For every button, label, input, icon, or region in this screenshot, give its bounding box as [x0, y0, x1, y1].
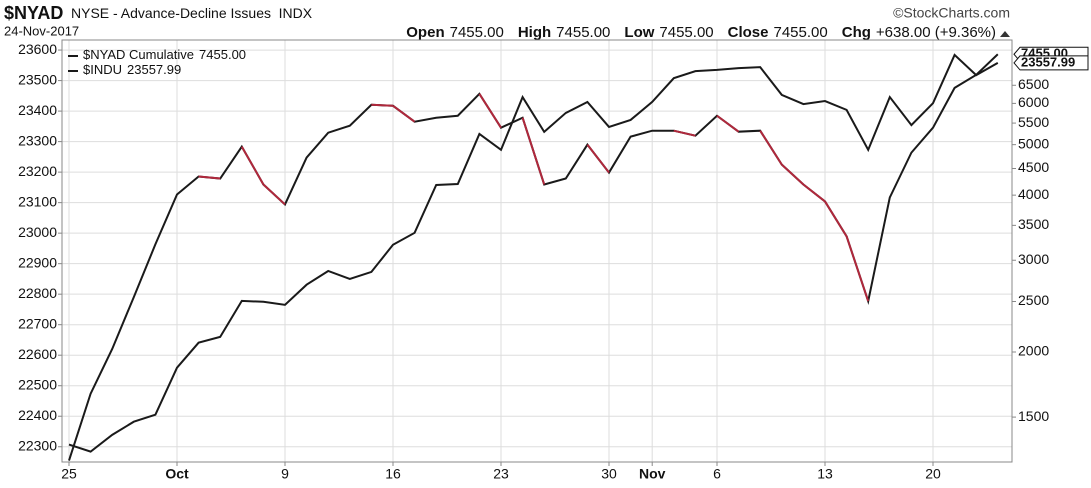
y-tick-label: 22500 — [18, 376, 57, 392]
y-tick-label: 23300 — [18, 132, 57, 148]
y-tick-label: 22300 — [18, 437, 57, 453]
down-segment — [240, 146, 265, 185]
series-line — [68, 53, 999, 453]
quote: Open 7455.00 High 7455.00 Low 7455.00 Close 745… — [406, 24, 996, 41]
legend-value: 7455.00 — [199, 47, 246, 62]
y-tick-label: 23400 — [18, 102, 57, 118]
down-segment — [824, 200, 848, 237]
y-tick-label: 22700 — [18, 315, 57, 331]
y-tick-label: 23500 — [18, 71, 57, 87]
legend-entry: $NYAD Cumulative 7455.00 — [83, 47, 246, 62]
down-segment — [716, 114, 740, 133]
quote-label: Close — [728, 24, 769, 41]
y-tick-label: 23200 — [18, 163, 57, 179]
quote-label: Open — [406, 24, 444, 41]
down-segment — [521, 117, 546, 185]
header-title: $NYAD NYSE - Advance-Decline Issues INDX — [4, 3, 313, 23]
y2-tick-label: 4000 — [1018, 186, 1049, 202]
x-tick-label: 20 — [925, 466, 941, 482]
y2-tick-label: 6500 — [1018, 76, 1049, 92]
x-tick-label: Nov — [639, 466, 666, 482]
quote-value: 7455.00 — [450, 24, 504, 41]
y-tick-label: 23100 — [18, 193, 57, 209]
down-segment — [759, 130, 783, 166]
up-arrow — [1000, 31, 1010, 37]
x-tick-label: Oct — [165, 466, 189, 482]
y2-tick-label: 3500 — [1018, 216, 1049, 232]
x-tick-label: 23 — [493, 466, 509, 482]
x-tick-label: 30 — [601, 466, 617, 482]
quote-label: High — [518, 24, 551, 41]
plot-frame — [61, 39, 1013, 463]
y2-tick-label: 3000 — [1018, 251, 1049, 267]
y-tick-label: 22400 — [18, 407, 57, 423]
y-tick-label: 22900 — [18, 254, 57, 270]
symbol: $NYAD — [4, 3, 63, 23]
y-tick-label: 22600 — [18, 346, 57, 362]
y-tick-label: 22800 — [18, 285, 57, 301]
y2-tick-label: 4500 — [1018, 159, 1049, 175]
down-segment — [262, 183, 286, 206]
x-tick-label: 9 — [281, 466, 289, 482]
last-value-tag — [1013, 55, 1089, 71]
y-tick-label: 23600 — [18, 41, 57, 57]
down-segment — [478, 93, 502, 129]
y2-tick-label: 5500 — [1018, 114, 1049, 130]
x-tick-label: 13 — [817, 466, 833, 482]
x-tick-label: 25 — [61, 466, 77, 482]
quote-label: Low — [624, 24, 654, 41]
legend-name: $INDU — [83, 62, 122, 77]
y-tick-label: 23000 — [18, 224, 57, 240]
legend-entry: $INDU 23557.99 — [83, 62, 181, 77]
grid — [62, 40, 1012, 462]
down-segment — [845, 236, 870, 302]
y2-tick-label: 1500 — [1018, 408, 1049, 424]
down-segment — [392, 104, 416, 123]
quote-value: 7455.00 — [556, 24, 610, 41]
quote-value: 7455.00 — [774, 24, 828, 41]
quote-value: 7455.00 — [659, 24, 713, 41]
down-segment — [198, 175, 221, 180]
quote-label: Chg — [842, 24, 871, 41]
y2-tick-label: 2000 — [1018, 343, 1049, 359]
x-tick-label: 6 — [713, 466, 721, 482]
down-segment — [371, 103, 394, 107]
quote-value: +638.00 (+9.36%) — [876, 24, 996, 41]
down-segment — [781, 163, 805, 186]
last-value-label: 23557.99 — [1021, 54, 1075, 69]
down-segment — [586, 144, 610, 174]
down-segment — [802, 183, 826, 203]
x-tick-label: 16 — [385, 466, 401, 482]
date: 24-Nov-2017 — [4, 23, 79, 38]
exchange: INDX — [279, 5, 313, 21]
y2-tick-label: 2500 — [1018, 292, 1049, 308]
y2-tick-label: 6000 — [1018, 94, 1049, 110]
source: ©StockCharts.com — [893, 5, 1010, 21]
legend-value: 23557.99 — [127, 62, 181, 77]
title: NYSE - Advance-Decline Issues — [71, 5, 271, 21]
down-segment — [673, 129, 696, 137]
legend-name: $NYAD Cumulative — [83, 47, 194, 62]
y2-tick-label: 5000 — [1018, 135, 1049, 151]
